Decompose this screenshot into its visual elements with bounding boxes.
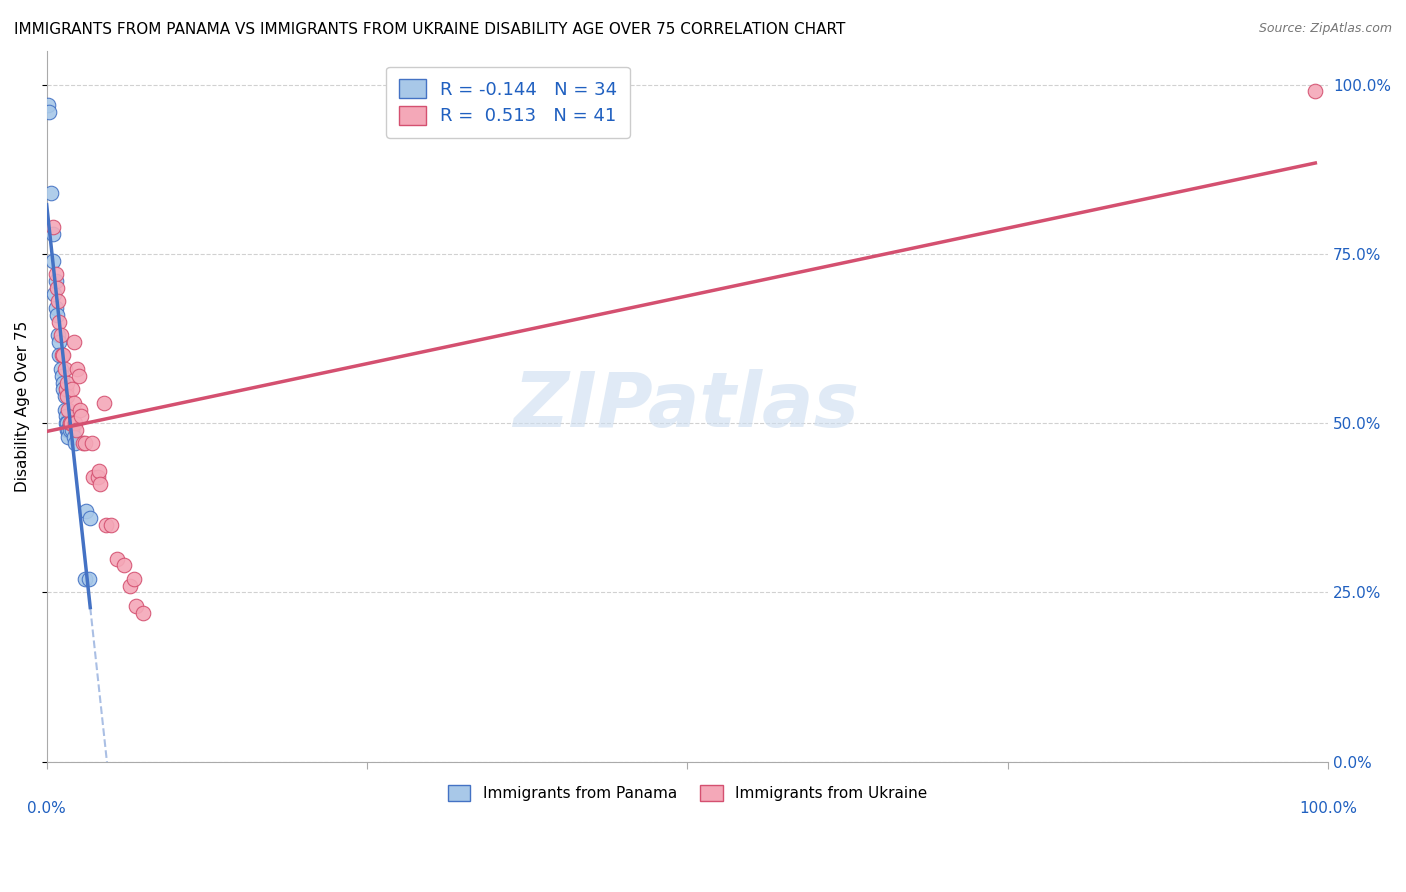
Point xyxy=(51,368,73,383)
Point xyxy=(69,402,91,417)
Point xyxy=(89,477,111,491)
Legend: Immigrants from Panama, Immigrants from Ukraine: Immigrants from Panama, Immigrants from … xyxy=(441,780,934,807)
Text: Source: ZipAtlas.com: Source: ZipAtlas.com xyxy=(1258,22,1392,36)
Point xyxy=(42,253,65,268)
Point xyxy=(53,402,76,417)
Point xyxy=(72,436,94,450)
Point xyxy=(75,436,97,450)
Point xyxy=(52,376,75,390)
Point xyxy=(59,423,82,437)
Point xyxy=(77,572,100,586)
Point xyxy=(63,416,86,430)
Point xyxy=(49,328,72,343)
Point xyxy=(45,274,67,288)
Point xyxy=(70,409,93,424)
Point xyxy=(132,606,155,620)
Y-axis label: Disability Age Over 75: Disability Age Over 75 xyxy=(15,320,30,491)
Text: 0.0%: 0.0% xyxy=(27,801,66,816)
Point xyxy=(1305,84,1327,98)
Point xyxy=(37,98,59,112)
Point xyxy=(79,511,101,525)
Point xyxy=(63,436,86,450)
Point xyxy=(82,470,104,484)
Point xyxy=(46,328,69,343)
Point xyxy=(44,287,66,301)
Point xyxy=(48,348,70,362)
Point xyxy=(38,104,60,119)
Point xyxy=(125,599,148,613)
Point xyxy=(56,416,79,430)
Point xyxy=(46,294,69,309)
Point xyxy=(62,430,84,444)
Point xyxy=(42,227,65,241)
Point xyxy=(112,558,135,573)
Point xyxy=(42,219,65,234)
Point xyxy=(45,308,67,322)
Point xyxy=(56,376,79,390)
Point xyxy=(51,348,73,362)
Point xyxy=(60,416,83,430)
Point xyxy=(62,396,84,410)
Point xyxy=(66,362,89,376)
Point xyxy=(87,470,110,484)
Text: IMMIGRANTS FROM PANAMA VS IMMIGRANTS FROM UKRAINE DISABILITY AGE OVER 75 CORRELA: IMMIGRANTS FROM PANAMA VS IMMIGRANTS FRO… xyxy=(14,22,845,37)
Point xyxy=(75,572,97,586)
Point xyxy=(58,423,80,437)
Point xyxy=(60,423,83,437)
Point xyxy=(58,430,80,444)
Point xyxy=(60,382,83,396)
Point xyxy=(93,396,115,410)
Point xyxy=(48,315,70,329)
Point xyxy=(100,517,122,532)
Point xyxy=(80,436,103,450)
Point xyxy=(62,334,84,349)
Point xyxy=(118,579,141,593)
Point xyxy=(55,382,77,396)
Point xyxy=(49,362,72,376)
Point xyxy=(94,517,117,532)
Point xyxy=(52,348,75,362)
Point xyxy=(39,186,62,200)
Point xyxy=(56,389,79,403)
Point xyxy=(58,402,80,417)
Point xyxy=(45,301,67,315)
Point xyxy=(122,572,145,586)
Point xyxy=(65,423,87,437)
Point xyxy=(53,362,76,376)
Point xyxy=(67,368,90,383)
Text: ZIPatlas: ZIPatlas xyxy=(515,369,860,443)
Point xyxy=(55,416,77,430)
Point xyxy=(105,551,128,566)
Point xyxy=(48,334,70,349)
Point xyxy=(52,382,75,396)
Point xyxy=(59,416,82,430)
Point xyxy=(60,416,83,430)
Point xyxy=(45,267,67,281)
Point xyxy=(45,281,67,295)
Point xyxy=(59,416,82,430)
Point xyxy=(56,423,79,437)
Point xyxy=(55,409,77,424)
Point xyxy=(89,464,111,478)
Point xyxy=(75,504,97,518)
Point xyxy=(53,389,76,403)
Text: 100.0%: 100.0% xyxy=(1299,801,1357,816)
